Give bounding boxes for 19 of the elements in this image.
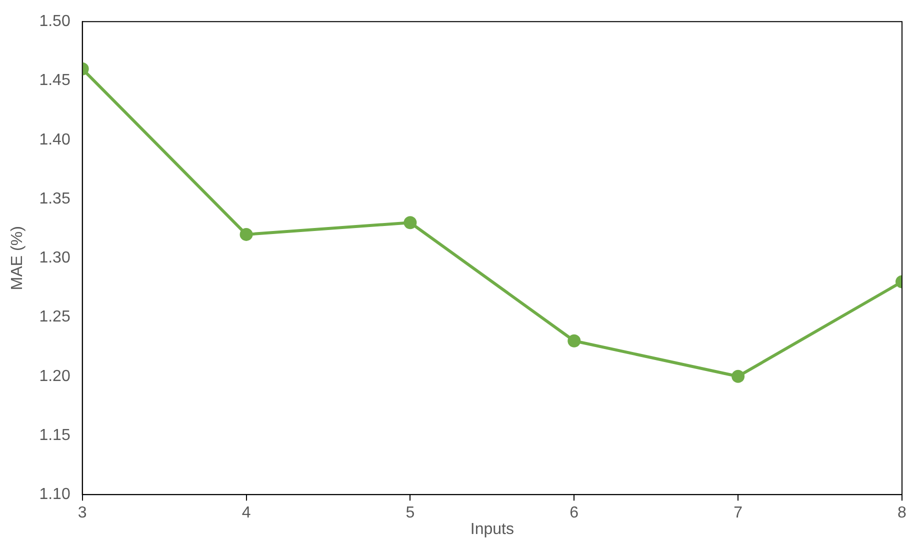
y-tick-label: 1.45 bbox=[39, 72, 70, 90]
y-tick-label: 1.40 bbox=[39, 131, 70, 148]
y-tick-label: 1.10 bbox=[39, 486, 70, 504]
x-tick-label: 5 bbox=[406, 504, 415, 522]
x-tick-label: 3 bbox=[78, 504, 87, 522]
y-tick-label: 1.50 bbox=[39, 13, 70, 30]
y-axis-title: MAE (%) bbox=[9, 226, 26, 290]
point bbox=[568, 334, 581, 348]
y-tick-label: 1.25 bbox=[39, 308, 70, 326]
x-tick-label: 7 bbox=[734, 504, 743, 522]
point bbox=[404, 216, 417, 230]
y-tick-label: 1.30 bbox=[39, 250, 70, 267]
y-tick-label: 1.15 bbox=[39, 426, 70, 444]
y-tick-label: 1.35 bbox=[39, 190, 70, 208]
x-tick-label: 4 bbox=[242, 504, 251, 522]
y-tick-label: 1.20 bbox=[39, 368, 70, 385]
x-tick-label: 8 bbox=[898, 504, 907, 522]
x-axis-title: Inputs bbox=[470, 520, 514, 538]
x-tick-label: 6 bbox=[570, 504, 579, 522]
